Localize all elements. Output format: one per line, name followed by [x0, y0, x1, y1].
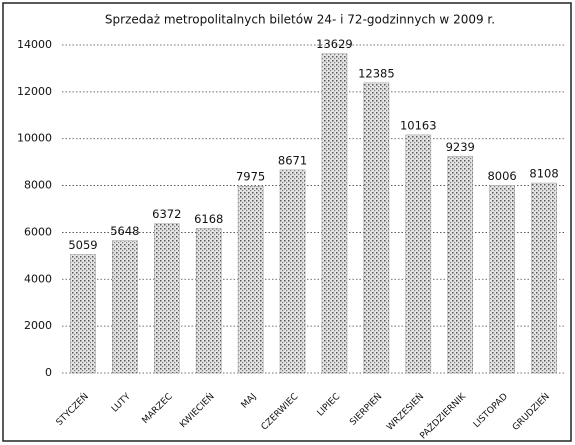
x-tick-label: MAJ [240, 392, 259, 411]
x-tick-label: LUTY [110, 391, 133, 414]
value-label: 8671 [278, 153, 307, 167]
bar [195, 228, 222, 374]
y-tick-label: 4000 [24, 272, 52, 285]
y-tick-label: 2000 [24, 319, 52, 332]
value-label: 7975 [236, 170, 265, 184]
x-tick-label: WRZESIEŃ [384, 390, 426, 432]
bar [112, 240, 138, 374]
x-tick-label: CZERWIEC [260, 392, 301, 433]
value-label: 6168 [194, 212, 223, 226]
bar [489, 185, 515, 374]
value-label: 8006 [487, 169, 516, 183]
x-tick-label: LISTOPAD [472, 392, 510, 430]
bar [70, 254, 96, 374]
value-label: 6372 [152, 207, 181, 221]
x-tick-label: LIPIEC [316, 392, 343, 419]
x-tick-label: STYCZEŃ [53, 390, 91, 428]
x-tick-label: GRUDZIEŃ [510, 390, 552, 432]
value-label: 12385 [358, 66, 395, 80]
y-tick-label: 0 [45, 366, 52, 379]
value-label: 5648 [110, 224, 139, 238]
bar [321, 53, 348, 374]
y-tick-label: 6000 [24, 225, 52, 238]
bar [279, 169, 306, 374]
bar [363, 82, 390, 374]
x-tick-label: MARZEC [141, 392, 175, 426]
x-tick-label: PAŹDZIERNIK [417, 390, 469, 442]
bar [447, 156, 474, 374]
bar [531, 182, 557, 374]
value-label: 8108 [529, 167, 558, 181]
x-tick-label: KWIECIEŃ [177, 390, 217, 430]
value-label: 10163 [400, 118, 437, 132]
x-tick-label: SIERPIEŃ [347, 390, 384, 427]
y-tick-label: 14000 [17, 38, 52, 51]
y-tick-label: 10000 [17, 132, 52, 145]
value-label: 5059 [68, 238, 97, 252]
chart-title: Sprzedaż metropolitalnych biletów 24- i … [105, 13, 495, 27]
bar [237, 185, 264, 374]
bar [153, 223, 180, 374]
value-label: 13629 [316, 37, 353, 51]
y-tick-label: 12000 [17, 85, 52, 98]
value-label: 9239 [446, 140, 475, 154]
bar [405, 134, 432, 374]
y-tick-label: 8000 [24, 179, 52, 192]
